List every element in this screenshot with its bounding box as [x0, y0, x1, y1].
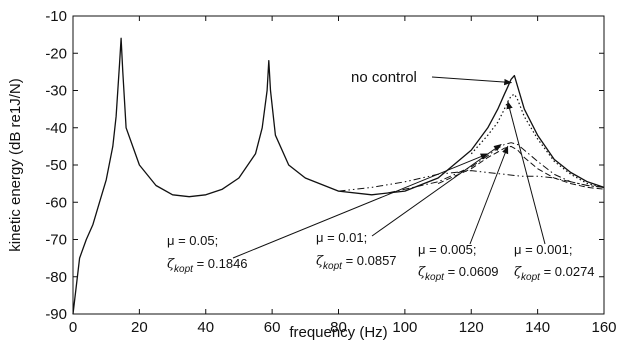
- zeta-symbol: ζ: [514, 265, 522, 280]
- annotation-mu-1: μ = 0.05; ζkopt = 0.1846: [167, 233, 248, 275]
- x-tick-label: 20: [131, 319, 148, 336]
- x-tick-label: 60: [264, 319, 281, 336]
- annotation-mu-text: μ = 0.005;: [418, 242, 476, 257]
- arrow-annotation-4: [506, 100, 546, 245]
- y-tick-label: -60: [45, 194, 67, 211]
- x-tick-label: 160: [591, 319, 616, 336]
- y-tick-label: -10: [45, 8, 67, 25]
- mu-value: μ = 0.05;: [167, 233, 218, 248]
- annotation-mu-text: μ = 0.05;: [167, 233, 218, 248]
- y-tick-label: -30: [45, 83, 67, 100]
- mu-value: μ = 0.001;: [514, 242, 572, 257]
- annotation-zeta-text: ζkopt = 0.0857: [316, 253, 397, 272]
- mu-value: μ = 0.005;: [418, 242, 476, 257]
- zeta-value: = 0.0609: [444, 264, 499, 279]
- zeta-subscript: kopt: [425, 272, 445, 283]
- arrow-annotation-3: [469, 145, 509, 245]
- axes: 0 20 40 60 80 100 120 140 160 -10 -20 -30 -40 -50 -60 -…: [7, 8, 617, 341]
- arrow-annotation-2: [371, 144, 502, 237]
- zeta-value: = 0.0274: [540, 264, 595, 279]
- zeta-value: = 0.0857: [342, 253, 397, 268]
- y-tick-label: -20: [45, 45, 67, 62]
- y-tick-label: -70: [45, 232, 67, 249]
- annotation-zeta-text: ζkopt = 0.0609: [418, 264, 499, 283]
- series-line-3: [388, 142, 605, 194]
- arrow-annotation-1: [232, 153, 489, 259]
- annotation-mu-text: μ = 0.001;: [514, 242, 572, 257]
- annotation-mu-text: μ = 0.01;: [316, 230, 367, 245]
- zeta-subscript: kopt: [521, 272, 541, 283]
- series-line-4: [338, 170, 605, 192]
- x-tick-label: 40: [197, 319, 214, 336]
- y-axis-title: kinetic energy (dB re1J/N): [7, 78, 24, 251]
- series-line-0: [72, 37, 605, 315]
- annotation-mu-3: μ = 0.005; ζkopt = 0.0609: [418, 242, 499, 283]
- zeta-symbol: ζ: [418, 265, 426, 280]
- y-tick-label: -90: [45, 306, 67, 323]
- zeta-subscript: kopt: [174, 264, 194, 275]
- x-tick-label: 80: [330, 319, 347, 336]
- zeta-symbol: ζ: [316, 254, 324, 269]
- mu-value: μ = 0.01;: [316, 230, 367, 245]
- y-tick-label: -80: [45, 269, 67, 286]
- x-tick-label: 100: [392, 319, 417, 336]
- x-tick-label: 140: [525, 319, 550, 336]
- annotation-mu-4: μ = 0.001; ζkopt = 0.0274: [514, 242, 595, 283]
- annotation-zeta-text: ζkopt = 0.0274: [514, 264, 595, 283]
- y-tick-label: -50: [45, 157, 67, 174]
- annotation-mu-2: μ = 0.01; ζkopt = 0.0857: [316, 230, 397, 272]
- zeta-subscript: kopt: [323, 261, 343, 272]
- x-axis-title: frequency (Hz): [289, 324, 387, 341]
- zeta-value: = 0.1846: [193, 256, 248, 271]
- x-tick-label: 0: [69, 319, 77, 336]
- annotation-zeta-text: ζkopt = 0.1846: [167, 256, 248, 275]
- arrow-no-control: [431, 76, 513, 86]
- x-tick-label: 120: [459, 319, 484, 336]
- y-tick-label: -40: [45, 120, 67, 137]
- zeta-symbol: ζ: [167, 257, 175, 272]
- series-line-1: [470, 93, 605, 188]
- annotation-no-control: no control: [351, 69, 417, 86]
